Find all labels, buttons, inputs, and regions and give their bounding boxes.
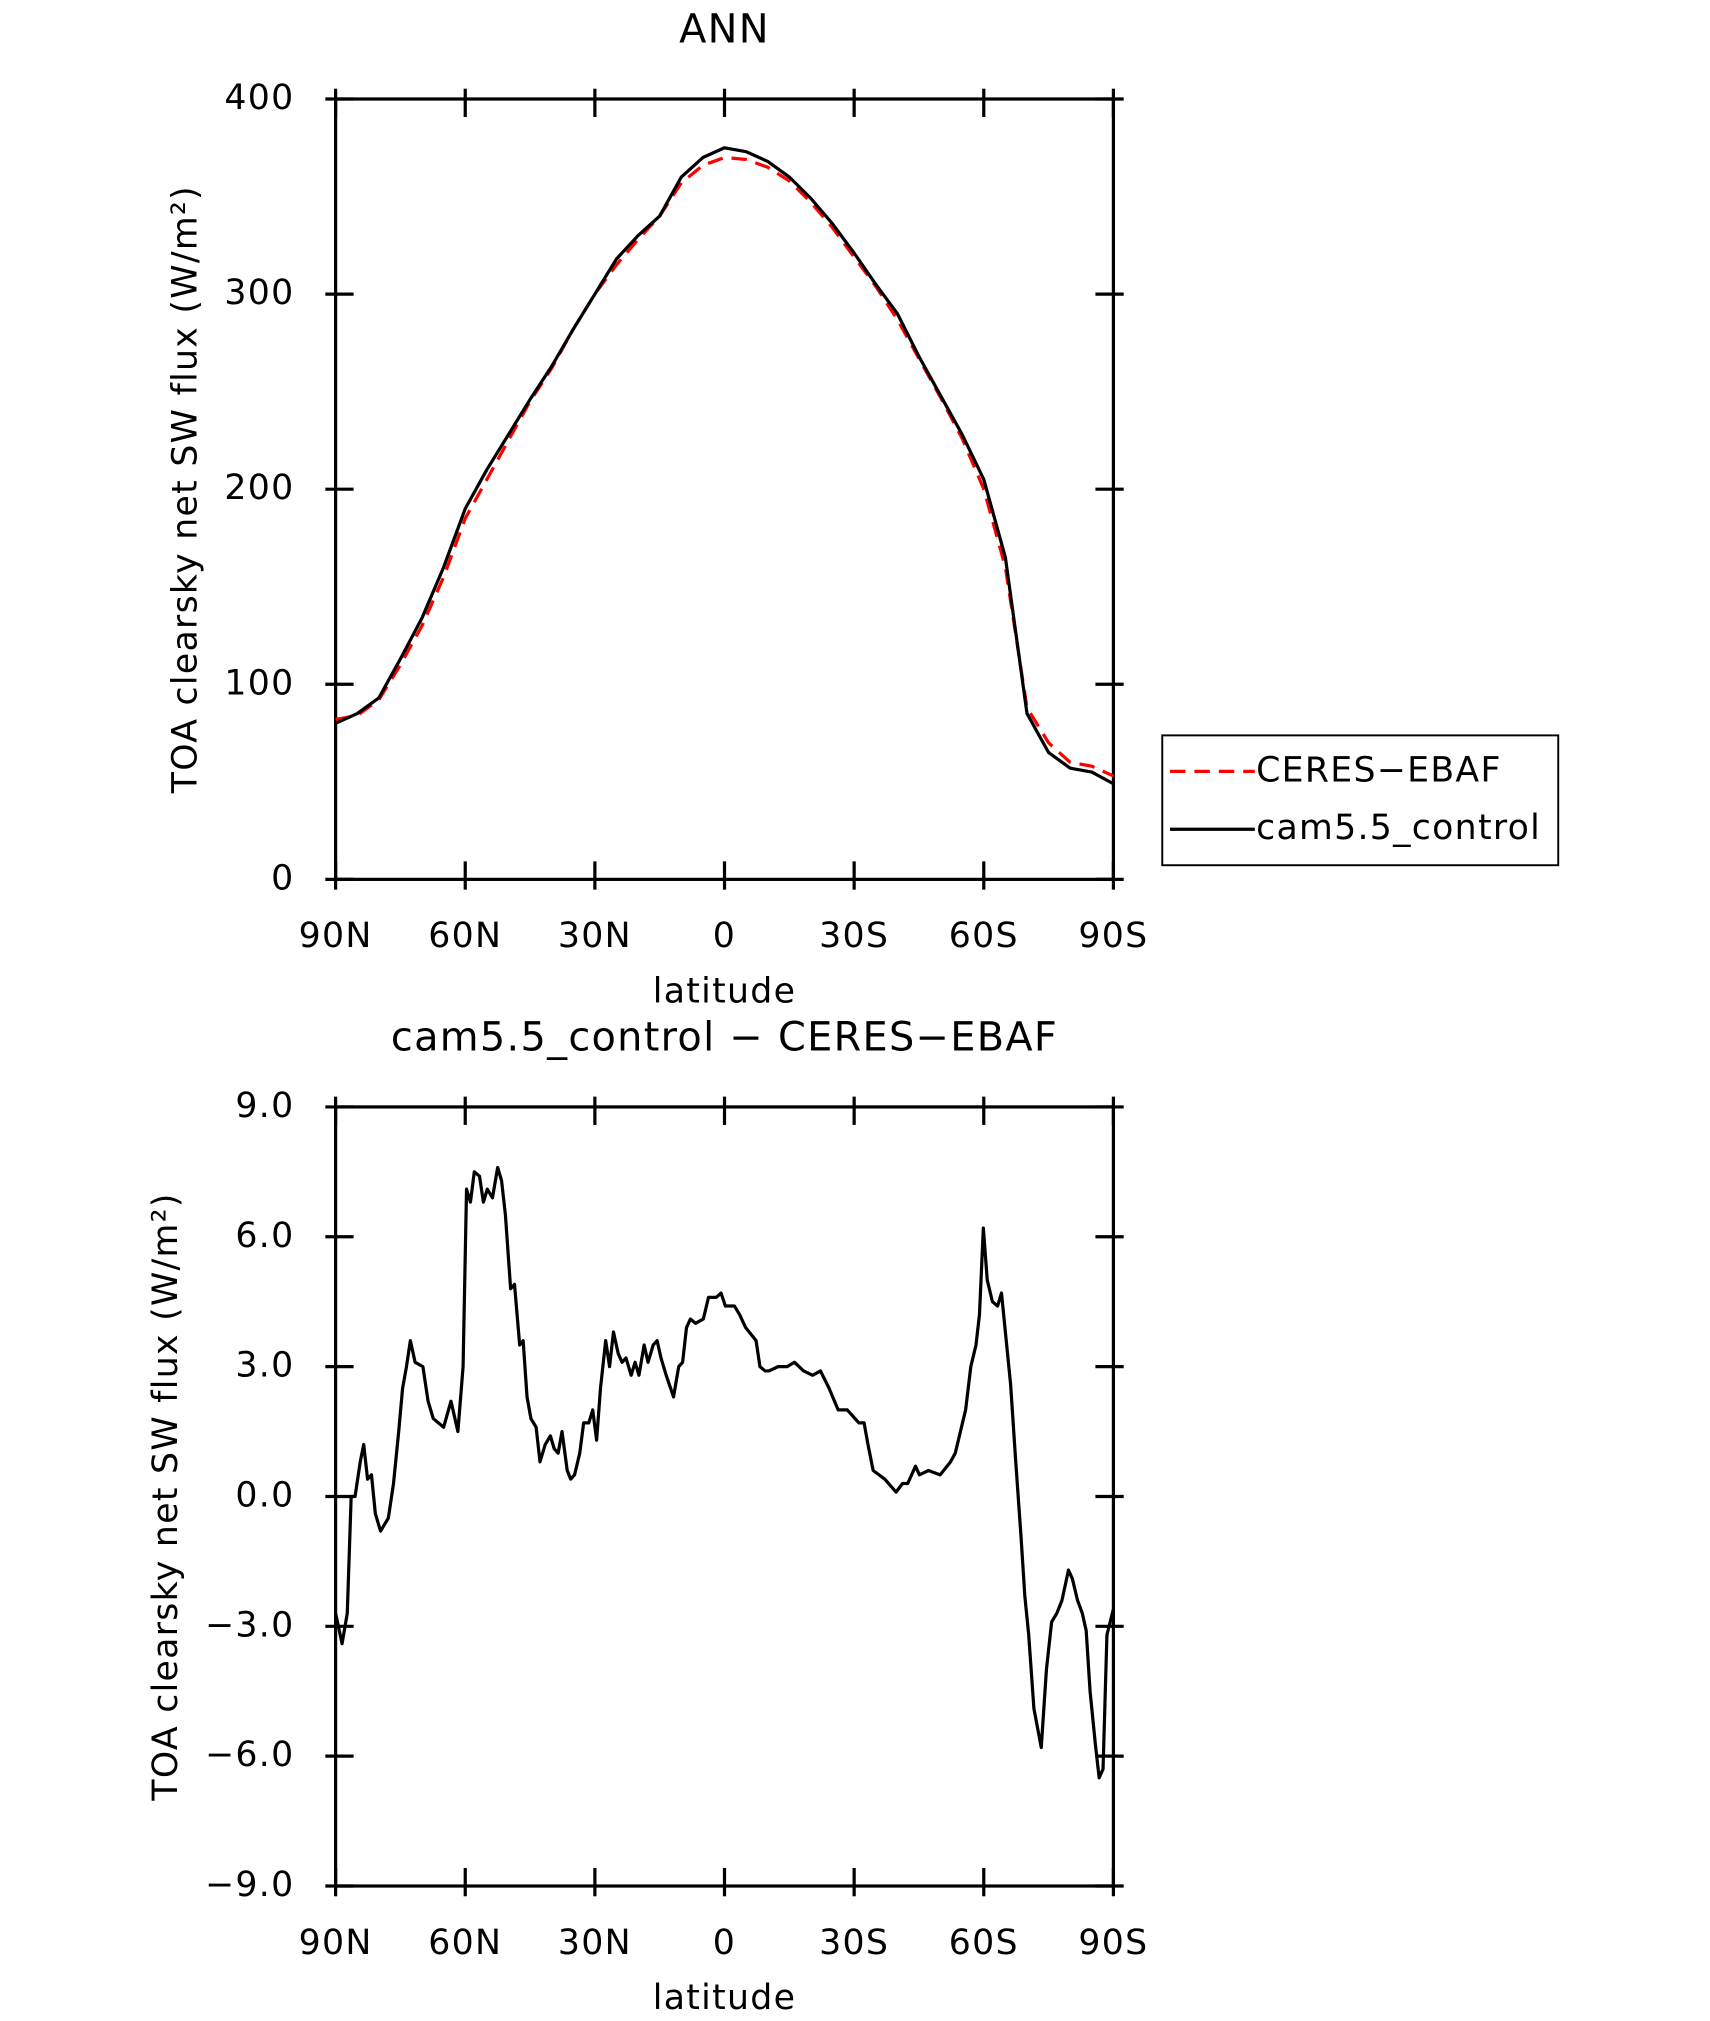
x-tick-label: 30S: [819, 1923, 889, 1963]
y-tick-label: −3.0: [205, 1605, 294, 1645]
y-tick-label: 0.0: [235, 1475, 294, 1515]
y-tick-label: 200: [224, 468, 294, 508]
y-tick-label: 0: [271, 858, 294, 898]
y-tick-label: 9.0: [235, 1086, 294, 1126]
x-tick-label: 90N: [299, 1923, 373, 1963]
y-tick-label: 100: [224, 663, 294, 703]
y-tick-label: −6.0: [205, 1735, 294, 1775]
y-tick-label: −9.0: [205, 1865, 294, 1905]
x-tick-label: 60S: [949, 1923, 1019, 1963]
y-tick-label: 300: [224, 273, 294, 313]
y-tick-label: 400: [224, 78, 294, 118]
data-line: [334, 1165, 1115, 1780]
legend-box: [1161, 734, 1560, 867]
x-axis-label: latitude: [653, 972, 796, 1012]
plot-frame: [334, 97, 1116, 881]
y-axis-label: TOA clearsky net SW flux (W/m²): [165, 185, 205, 794]
x-axis-label: latitude: [653, 1978, 796, 2018]
x-tick-label: 90N: [299, 916, 373, 956]
chart-title: cam5.5_control − CERES−EBAF: [391, 1015, 1058, 1061]
legend-label: cam5.5_control: [1256, 808, 1541, 848]
plot-frame: [334, 1105, 1116, 1888]
x-tick-label: 60N: [428, 916, 502, 956]
x-tick-label: 30S: [819, 916, 889, 956]
x-tick-label: 0: [713, 1923, 736, 1963]
x-tick-label: 0: [713, 916, 736, 956]
legend-label: CERES−EBAF: [1256, 750, 1502, 790]
x-tick-label: 30N: [558, 916, 632, 956]
y-tick-label: 3.0: [235, 1346, 294, 1386]
x-tick-label: 60N: [428, 1923, 502, 1963]
x-tick-label: 30N: [558, 1923, 632, 1963]
x-tick-label: 90S: [1078, 916, 1148, 956]
y-tick-label: 6.0: [235, 1216, 294, 1256]
y-axis-label: TOA clearsky net SW flux (W/m²): [146, 1192, 186, 1801]
chart-title: ANN: [679, 7, 770, 53]
data-line: [334, 146, 1115, 786]
data-line: [335, 155, 1115, 778]
x-tick-label: 60S: [949, 916, 1019, 956]
x-tick-label: 90S: [1078, 1923, 1148, 1963]
